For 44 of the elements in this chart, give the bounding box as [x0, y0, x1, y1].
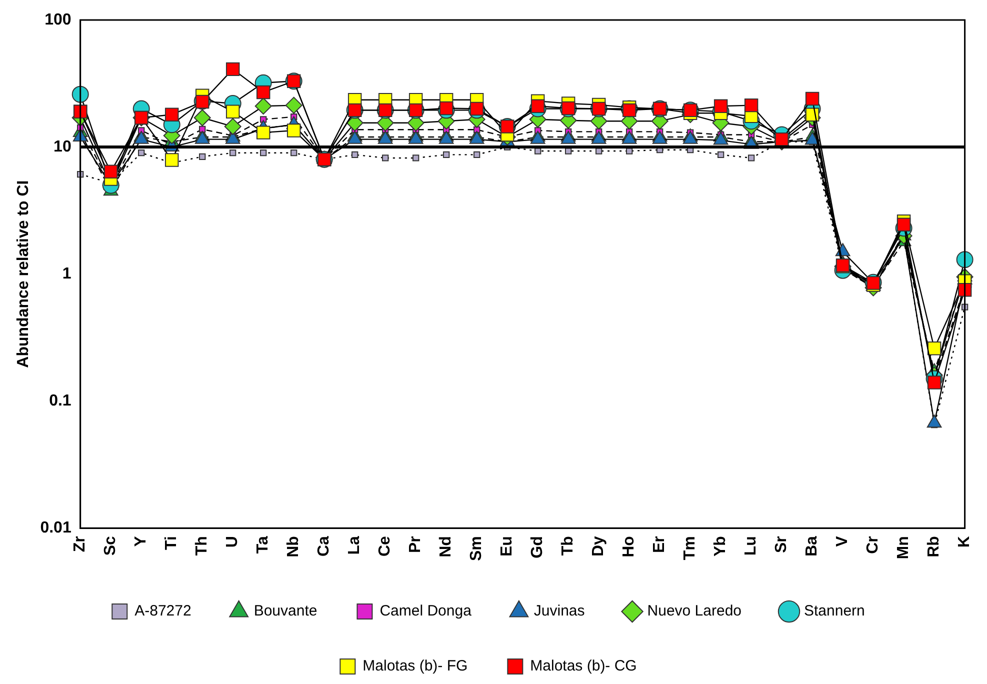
x-tick-label: Y: [132, 536, 150, 547]
y-tick-label: 0.01: [40, 520, 72, 537]
x-tick-label: Tm: [682, 536, 699, 560]
y-tick-label: 0.1: [49, 392, 72, 410]
legend-label: Nuevo Laredo: [647, 602, 742, 620]
x-tick-label: Nd: [438, 536, 455, 558]
x-tick-label: Nb: [285, 536, 302, 558]
x-tick-label: Ho: [620, 536, 638, 558]
legend-label: Juvinas: [534, 602, 585, 620]
x-tick-label: Th: [194, 536, 211, 556]
x-tick-label: Er: [651, 536, 668, 554]
x-tick-label: Gd: [529, 536, 546, 558]
x-tick-label: Ce: [376, 536, 394, 557]
x-tick-label: Mn: [895, 536, 912, 560]
x-tick-label: Sc: [102, 536, 120, 556]
legend-label: Bouvante: [254, 602, 318, 620]
x-tick-label: Cr: [864, 536, 882, 554]
x-tick-label: Tb: [560, 536, 577, 556]
x-tick-label: Ti: [163, 536, 180, 550]
x-tick-label: Sr: [773, 536, 790, 554]
x-tick-label: Zr: [72, 536, 89, 552]
x-tick-label: Ba: [804, 536, 821, 557]
x-tick-label: Sm: [468, 536, 486, 562]
y-tick-label: 1: [62, 265, 72, 282]
legend-label: Stannern: [804, 602, 865, 620]
x-tick-label: Ca: [316, 536, 333, 557]
x-tick-label: Pr: [407, 536, 424, 554]
legend-label: Malotas (b)- CG: [530, 658, 637, 675]
x-tick-label: Ta: [254, 536, 272, 554]
x-tick-label: Rb: [926, 536, 943, 558]
y-tick-label: 100: [44, 11, 72, 28]
x-tick-label: Lu: [742, 536, 760, 556]
y-tick-label: 10: [54, 138, 72, 156]
x-tick-label: U: [224, 536, 242, 548]
x-tick-label: La: [346, 536, 364, 555]
x-tick-label: K: [956, 536, 974, 548]
legend-label: Camel Donga: [380, 602, 472, 620]
x-tick-label: Dy: [590, 536, 608, 557]
x-tick-label: V: [834, 536, 852, 547]
legend-label: A-87272: [134, 602, 192, 620]
y-axis-title: Abundance relative to CI: [15, 180, 32, 368]
x-tick-label: Eu: [498, 536, 516, 557]
legend-label: Malotas (b)- FG: [362, 658, 468, 675]
x-tick-label: Yb: [712, 536, 730, 557]
